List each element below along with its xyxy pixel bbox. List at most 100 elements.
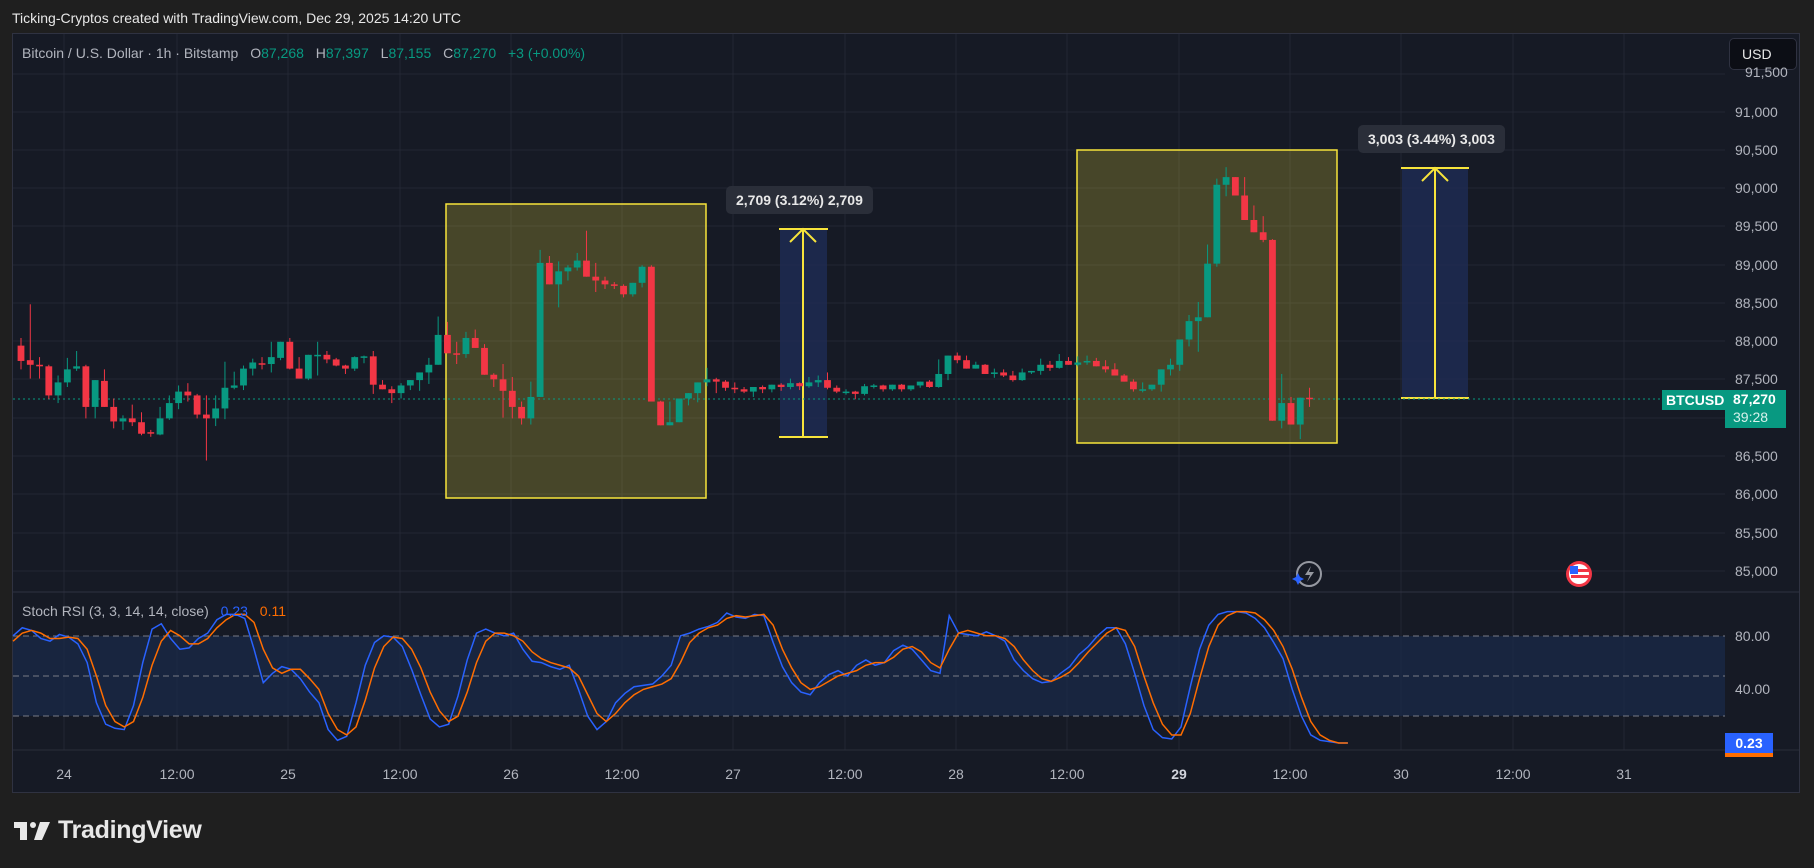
candle [110,406,118,422]
bar-countdown: 39:28 [1733,409,1769,425]
candle [1111,369,1119,376]
candle [1037,364,1045,371]
price-range-measure-1[interactable] [779,227,828,438]
us-flag-event-icon[interactable] [1566,561,1592,587]
candle [759,386,766,390]
candle [657,401,665,426]
candle [138,422,145,434]
candle [267,357,275,365]
candle [907,385,915,390]
candle [1241,195,1249,221]
candle [221,387,229,409]
candle [536,262,544,397]
candle [508,390,516,407]
tradingview-logo[interactable]: TradingView [14,816,202,845]
candle [926,381,933,387]
candle [842,391,850,394]
low-value: 87,155 [388,45,432,61]
candle [527,396,535,419]
indicator-name: Stoch RSI (3, 3, 14, 14, close) [22,603,209,619]
symbol-legend: Bitcoin / U.S. Dollar · 1h · Bitstamp O8… [22,45,586,61]
candle [471,337,479,348]
candle [620,285,627,295]
candle [898,384,906,390]
last-price: 87,270 [1733,391,1776,407]
candle [63,369,71,383]
candle [1120,375,1128,382]
high-value: 87,397 [325,45,369,61]
candle [193,395,201,415]
measure-label-1: 2,709 (3.12%) 2,709 [726,186,873,214]
candle [156,418,164,435]
candle [277,341,284,358]
lightning-event-icon[interactable] [1292,561,1322,587]
candle [1269,239,1276,421]
candle [740,389,748,392]
candle [416,372,424,381]
candle [749,386,757,392]
candle [1167,364,1174,370]
highlight-box-1[interactable] [445,203,707,499]
candle [638,266,646,283]
candle [1194,317,1202,322]
candle [258,363,266,365]
candle [1287,403,1295,425]
candle [26,360,34,365]
logo-text: TradingView [58,816,202,844]
candle [82,366,90,407]
candle [1222,177,1230,185]
candle [175,391,182,404]
candle [101,380,108,407]
last-price-tag: 87,270 39:28 [1725,390,1786,428]
candle [17,345,25,361]
candle [499,379,507,391]
candle [165,403,173,419]
candle [694,382,702,394]
time-axis-label: 25 [280,766,296,782]
candle [342,365,349,369]
candle [722,381,729,388]
candle [1074,362,1082,365]
candle [888,384,896,390]
candle [1176,339,1184,365]
candle [1130,381,1137,390]
candle [647,266,655,402]
time-axis-label: 12:00 [827,766,863,782]
candle [1231,177,1239,196]
candle [1296,397,1304,425]
candlestick-series [17,167,1313,461]
candle [861,386,868,394]
candle [675,398,683,423]
candle [481,347,488,375]
candle [963,360,970,369]
candle [45,366,53,396]
candle [490,374,498,380]
candle [610,284,618,286]
candle [91,380,99,407]
time-axis-label: 12:00 [1495,766,1531,782]
candle [453,353,461,355]
candle [601,280,609,285]
candle [1055,360,1063,368]
candle [360,356,368,358]
candle [1250,220,1258,233]
candle [286,341,294,369]
candle [314,354,322,357]
candle [54,382,62,396]
time-axis-label: 24 [56,766,72,782]
candle [444,334,451,354]
candle [777,384,785,387]
candle [1028,370,1035,373]
close-value: 87,270 [453,45,497,61]
rsi-axis-40: 40.00 [1735,681,1771,697]
candle [935,373,943,387]
candle [1204,263,1211,318]
price-range-measure-2[interactable] [1401,166,1469,399]
tradingview-logo-icon [14,821,50,840]
candle [119,418,127,422]
candle [332,359,340,366]
currency-button[interactable]: USD [1729,38,1797,70]
stoch-rsi-legend[interactable]: Stoch RSI (3, 3, 14, 14, close) 0.23 0.1… [22,603,286,619]
candle [879,385,887,390]
